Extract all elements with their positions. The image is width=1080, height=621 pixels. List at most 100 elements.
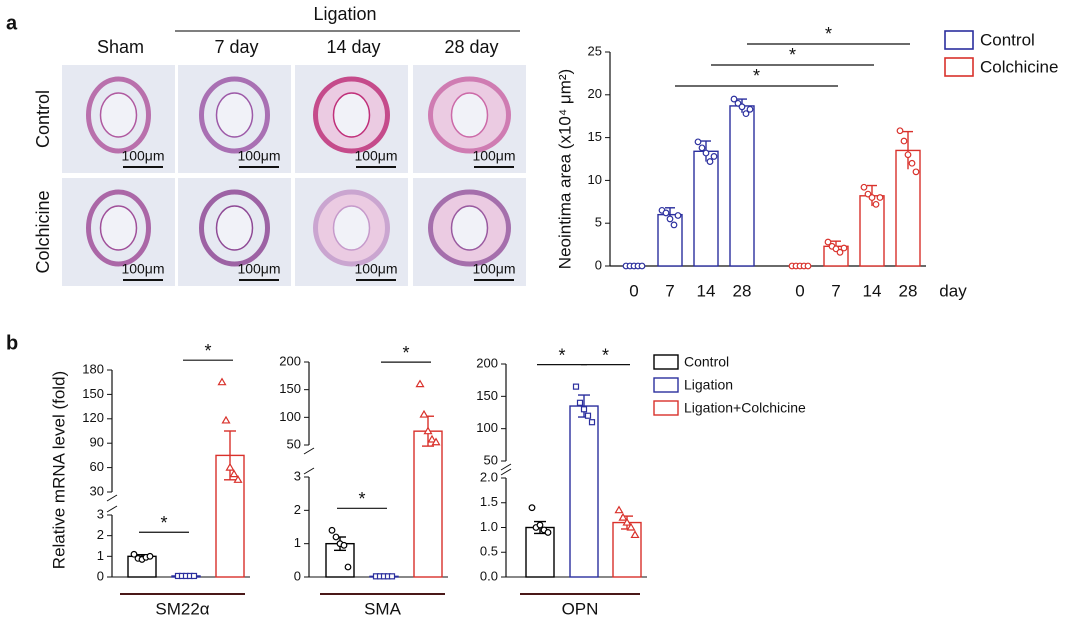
axis-break <box>303 447 315 455</box>
vessel-lumen <box>450 205 489 251</box>
column-label: 28 day <box>444 37 498 57</box>
vessel-lumen <box>99 92 138 138</box>
axis-break <box>500 463 512 471</box>
data-point <box>340 541 348 549</box>
x-axis-label: SM22α <box>155 599 209 618</box>
vessel-lumen <box>215 205 254 251</box>
vessel-lumen <box>332 92 371 138</box>
x-tick-label: 14 <box>863 281 882 300</box>
data-point <box>896 127 904 135</box>
significance-label: * <box>160 513 167 533</box>
data-point <box>221 415 231 424</box>
data-point <box>584 412 592 419</box>
y-tick-label: 90 <box>90 435 104 450</box>
y-tick-label: 120 <box>82 410 104 425</box>
y-tick-label: 0 <box>294 568 301 583</box>
y-tick-label: 180 <box>82 361 104 376</box>
y-tick-label: 100 <box>279 409 301 424</box>
vessel-lumen <box>450 92 489 138</box>
y-tick-label: 2.0 <box>480 469 498 484</box>
data-point <box>588 419 596 426</box>
data-point <box>622 517 632 526</box>
data-point <box>638 262 646 270</box>
data-point <box>694 138 702 146</box>
axis-break <box>303 467 315 475</box>
data-point <box>233 475 243 483</box>
group-label: Ligation <box>313 4 376 24</box>
data-point <box>423 426 433 435</box>
data-point <box>746 105 754 113</box>
x-tick-label: 28 <box>899 281 918 300</box>
data-point <box>674 212 682 219</box>
data-point <box>190 572 198 580</box>
data-point <box>544 529 552 536</box>
data-point <box>536 521 544 529</box>
significance-label: * <box>753 66 760 86</box>
data-point <box>431 437 441 446</box>
column-label: 7 day <box>214 37 258 57</box>
y-tick-label: 0.0 <box>480 568 498 583</box>
data-point <box>332 533 340 541</box>
x-axis-label: OPN <box>562 599 599 618</box>
y-tick-label: 20 <box>588 86 602 101</box>
data-point <box>328 526 336 534</box>
y-axis-label: Neointima area (x10⁴ μm²) <box>555 69 574 269</box>
vessel-section <box>199 189 270 267</box>
row-label: Colchicine <box>33 190 53 273</box>
legend-swatch <box>653 354 679 370</box>
scale-bar-label: 100μm <box>472 148 515 164</box>
data-point <box>872 200 880 208</box>
vessel-lumen <box>215 92 254 138</box>
scale-bar-label: 100μm <box>354 261 397 277</box>
significance-label: * <box>358 489 365 509</box>
y-tick-label: 100 <box>476 420 498 435</box>
significance-label: * <box>558 345 565 365</box>
bar <box>729 105 755 267</box>
y-tick-label: 25 <box>588 43 602 58</box>
data-point <box>908 159 916 167</box>
data-point <box>630 530 640 539</box>
x-tick-label: 7 <box>831 281 840 300</box>
significance-label: * <box>402 343 409 363</box>
x-tick-label: 28 <box>733 281 752 300</box>
legend-label: Ligation <box>684 377 733 393</box>
vessel-section <box>86 189 151 267</box>
legend-swatch <box>653 400 679 416</box>
y-tick-label: 50 <box>287 436 301 451</box>
y-tick-label: 2 <box>97 527 104 542</box>
data-point <box>580 406 588 413</box>
y-tick-label: 1.5 <box>480 494 498 509</box>
legend-label: Ligation+Colchicine <box>684 400 806 416</box>
x-tick-label: 7 <box>665 281 674 300</box>
data-point <box>388 573 396 580</box>
data-point <box>670 221 678 229</box>
data-point <box>904 151 912 159</box>
data-point <box>840 244 848 252</box>
column-label: Sham <box>97 37 144 57</box>
data-point <box>576 399 584 406</box>
data-point <box>698 144 706 152</box>
y-tick-label: 0 <box>97 568 104 583</box>
bar <box>859 195 885 267</box>
axis-break <box>106 505 118 513</box>
data-point <box>742 110 750 118</box>
y-tick-label: 1 <box>294 535 301 550</box>
scale-bar-label: 100μm <box>472 261 515 277</box>
vessel-lumen <box>332 205 371 251</box>
bar <box>569 405 599 578</box>
y-tick-label: 5 <box>595 215 602 230</box>
column-label: 14 day <box>326 37 380 57</box>
legend-swatch <box>944 57 974 77</box>
data-point <box>912 168 920 176</box>
y-tick-label: 200 <box>279 353 301 368</box>
y-tick-label: 60 <box>90 459 104 474</box>
y-tick-label: 3 <box>97 506 104 521</box>
scale-bar-label: 100μm <box>237 148 280 164</box>
data-point <box>528 504 536 512</box>
y-tick-label: 15 <box>588 129 602 144</box>
y-axis-label: Relative mRNA level (fold) <box>49 371 68 569</box>
data-point <box>225 462 235 471</box>
x-axis-label: SMA <box>364 599 402 618</box>
y-tick-label: 150 <box>476 388 498 403</box>
